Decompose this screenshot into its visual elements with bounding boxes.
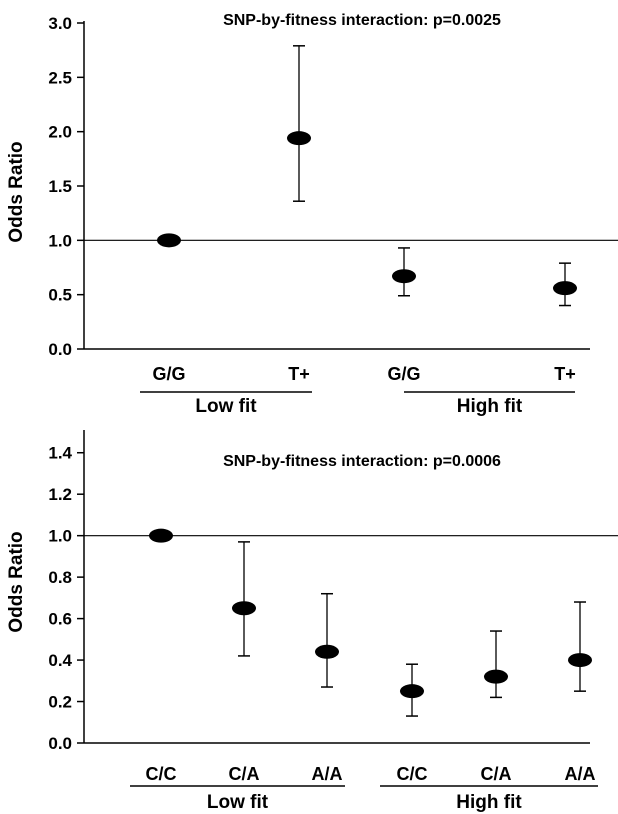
bottom-data-point [568, 653, 592, 668]
bottom-y-tick-label: 0.8 [48, 568, 72, 587]
bottom-category-label: C/C [146, 764, 177, 784]
top-group-label: Low fit [195, 396, 257, 417]
bottom-category-label: A/A [565, 764, 596, 784]
top-y-tick-label: 0.5 [48, 286, 72, 305]
bottom-category-label: A/A [312, 764, 343, 784]
bottom-y-tick-label: 1.4 [48, 444, 72, 463]
top-chart-y-axis-label: Odds Ratio [6, 141, 27, 242]
bottom-y-tick-label: 0.4 [48, 651, 72, 670]
bottom-data-point [149, 528, 173, 543]
top-y-tick-label: 0.0 [48, 340, 72, 359]
bottom-chart-y-axis-label: Odds Ratio [6, 531, 27, 632]
bottom-y-tick-label: 0.2 [48, 693, 72, 712]
top-y-tick-label: 1.0 [48, 231, 72, 250]
bottom-category-label: C/A [481, 764, 512, 784]
bottom-group-label: High fit [456, 792, 522, 813]
bottom-category-label: C/C [397, 764, 428, 784]
top-data-point [553, 281, 577, 296]
top-data-point [157, 233, 181, 248]
top-group-label: High fit [457, 396, 523, 417]
top-category-label: G/G [387, 364, 420, 384]
bottom-y-tick-label: 1.0 [48, 527, 72, 546]
bottom-data-point [484, 669, 508, 684]
top-y-tick-label: 2.5 [48, 68, 72, 87]
bottom-y-tick-label: 0.6 [48, 610, 72, 629]
bottom-data-point [232, 601, 256, 616]
top-data-point [392, 269, 416, 284]
bottom-y-tick-label: 1.2 [48, 485, 72, 504]
bottom-y-tick-label: 0.0 [48, 734, 72, 753]
bottom-chart: SNP-by-fitness interaction: p=0.0006 Odd… [6, 430, 618, 813]
top-y-tick-label: 2.0 [48, 123, 72, 142]
top-chart-annotation: SNP-by-fitness interaction: p=0.0025 [223, 12, 501, 29]
bottom-chart-annotation: SNP-by-fitness interaction: p=0.0006 [223, 453, 501, 470]
top-y-tick-label: 3.0 [48, 14, 72, 33]
top-chart: SNP-by-fitness interaction: p=0.0025 Odd… [6, 12, 618, 417]
bottom-data-point [400, 684, 424, 699]
top-category-label: T+ [288, 364, 310, 384]
bottom-data-point [315, 644, 339, 659]
bottom-category-label: C/A [229, 764, 260, 784]
top-category-label: G/G [152, 364, 185, 384]
top-category-label: T+ [554, 364, 576, 384]
top-data-point [287, 131, 311, 146]
top-y-tick-label: 1.5 [48, 177, 72, 196]
bottom-group-label: Low fit [207, 792, 269, 813]
